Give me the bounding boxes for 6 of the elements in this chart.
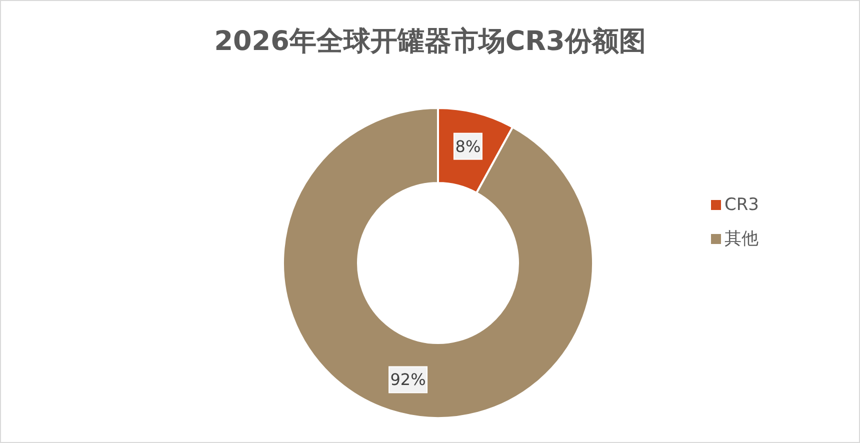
legend-label: 其他 [724, 228, 758, 248]
donut-slice [282, 107, 594, 419]
legend-label: CR3 [724, 194, 759, 214]
chart-title: 2026年全球开罐器市场CR3份额图 [213, 25, 647, 59]
data-label: 92% [390, 370, 426, 390]
data-label: 8% [455, 136, 481, 156]
